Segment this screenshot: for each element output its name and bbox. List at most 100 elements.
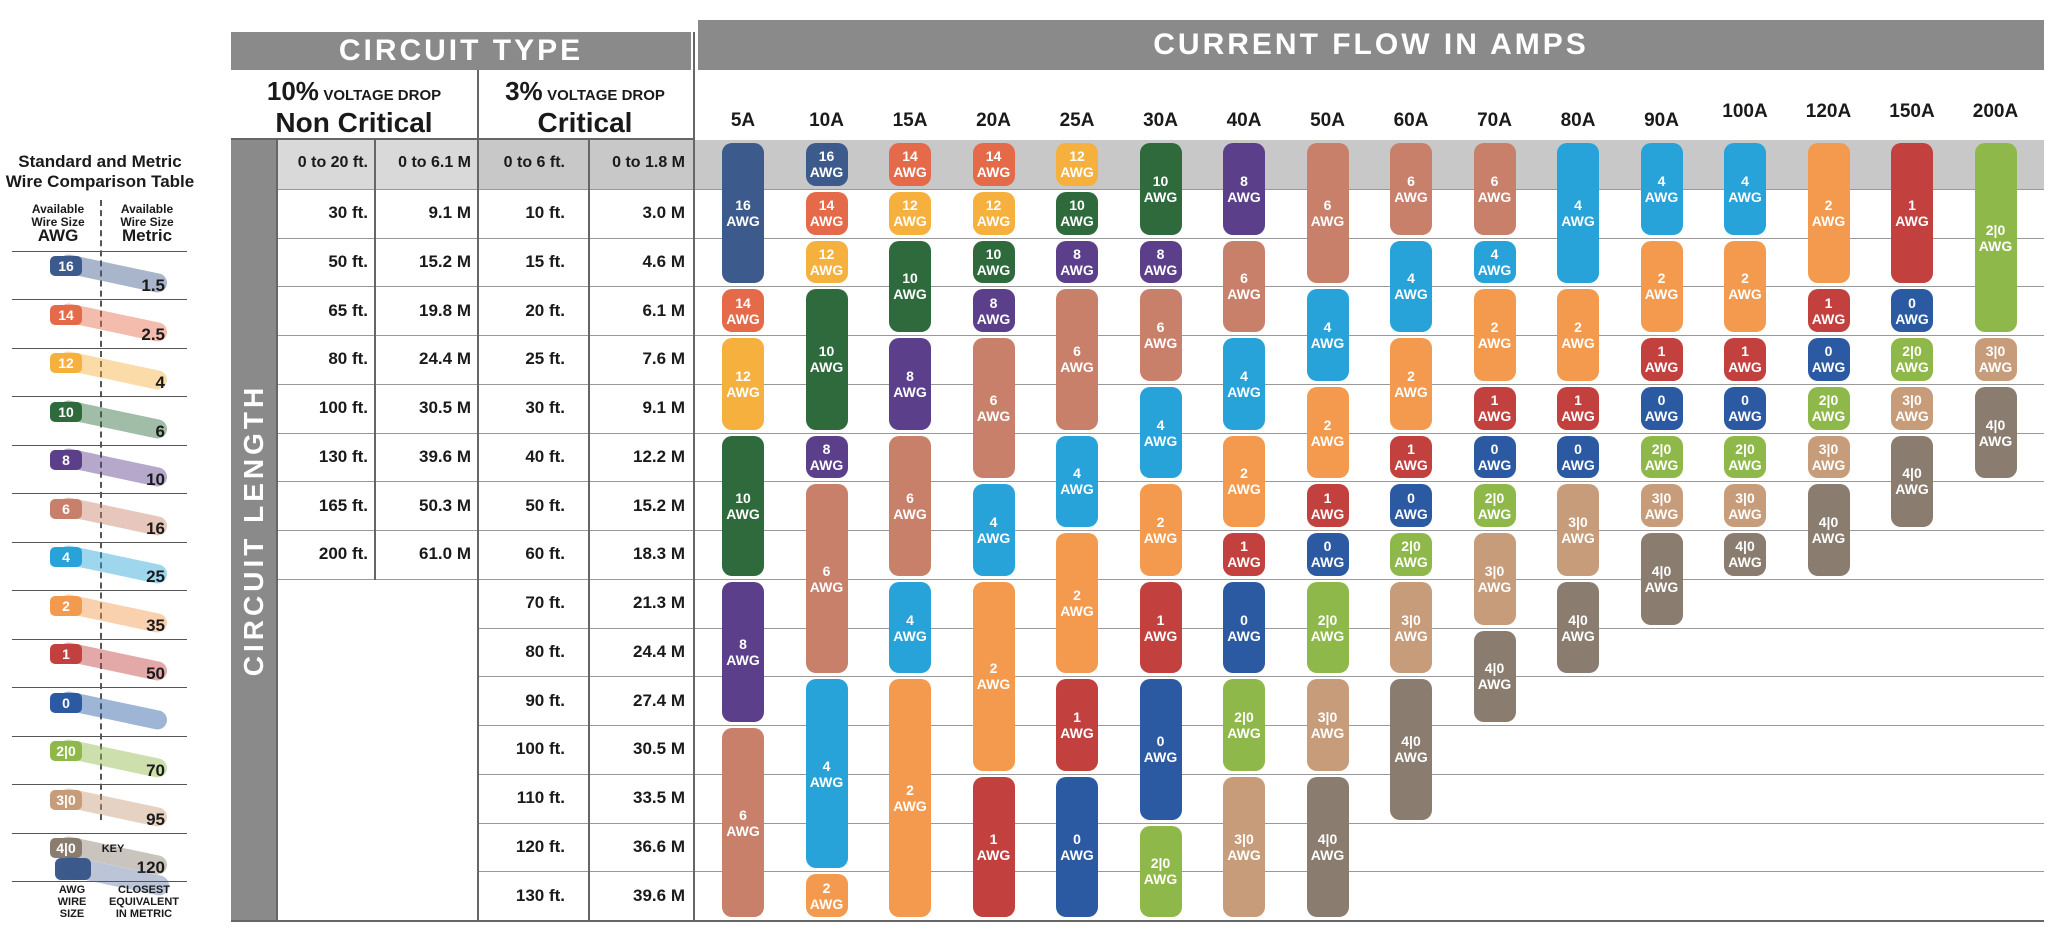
wire-size-value: 0	[1407, 489, 1415, 506]
amp-label: 30A	[1143, 110, 1178, 131]
nc-pct: 10%	[266, 76, 319, 106]
wire-size-value: 0	[1574, 440, 1582, 457]
wire-size-pill: 0 AWG	[1807, 338, 1850, 381]
wire-size-value: 4|0	[1902, 465, 1922, 482]
wire-size-pill: 0 AWG	[1557, 435, 1599, 479]
c-big: Critical	[537, 107, 633, 138]
wire-size-unit: AWG	[1477, 676, 1512, 693]
wire-size-value: 3|0	[1985, 343, 2006, 360]
wire-size-unit: AWG	[1310, 505, 1345, 522]
wire-size-value: 3|0	[1735, 489, 1755, 506]
wire-size-unit: AWG	[976, 676, 1011, 693]
nc-mid-divider	[374, 140, 376, 580]
c-meters: 33.5 M	[633, 788, 685, 808]
wire-size-pill: 2 AWG	[1640, 240, 1683, 332]
wire-size-value: 10	[902, 270, 918, 287]
critical-header: 3% VOLTAGE DROP Critical	[480, 70, 690, 140]
wire-size-value: 14	[985, 148, 1002, 165]
nc-feet: 100 ft.	[318, 398, 368, 418]
wire-size-unit: AWG	[1394, 456, 1428, 473]
wire-size-pill: 3|0 AWG	[1640, 484, 1683, 527]
wire-size-pill: 4 AWG	[889, 581, 931, 674]
wire-size-unit: AWG	[1227, 846, 1261, 863]
wire-size-value: 14	[902, 148, 918, 165]
legend-metric-small1: Available	[120, 202, 174, 216]
wire-size-unit: AWG	[1895, 481, 1929, 498]
wire-size-pill: 12 AWG	[889, 191, 931, 235]
legend-awg-pill: 8	[50, 450, 82, 470]
c-meters: 9.1 M	[642, 398, 685, 418]
c-meters: 0 to 1.8 M	[612, 154, 685, 172]
wire-size-value: 2	[1240, 465, 1248, 482]
legend-awg-pill: 16	[50, 256, 82, 276]
wire-size-pill: 2|0 AWG	[1807, 386, 1850, 430]
wire-size-unit: AWG	[1143, 188, 1178, 205]
wire-size-pill: 8 AWG	[1139, 240, 1182, 284]
nc-feet: 165 ft.	[318, 495, 368, 515]
wire-size-pill: 10 AWG	[972, 240, 1015, 284]
wire-size-unit: AWG	[1060, 213, 1094, 230]
wire-size-pill: 6 AWG	[805, 484, 848, 674]
nc-first-row-band	[276, 140, 477, 189]
wire-size-pill: 4|0 AWG	[1724, 533, 1766, 576]
c-feet: 50 ft.	[525, 495, 565, 515]
wire-size-pill: 2 AWG	[1390, 338, 1432, 430]
wire-size-value: 10	[1152, 172, 1169, 189]
wire-size-value: 1	[989, 830, 998, 847]
wire-size-pill: 1 AWG	[1557, 386, 1599, 430]
wire-size-value: 4	[989, 514, 998, 530]
wire-size-unit: AWG	[1477, 578, 1512, 595]
wire-size-value: 8	[989, 294, 998, 311]
legend-title-line1: Standard and Metric	[18, 152, 182, 171]
wire-size-unit: AWG	[809, 895, 844, 912]
wire-size-unit: AWG	[1060, 725, 1094, 741]
wire-size-unit: AWG	[726, 505, 760, 522]
wire-size-value: 4|0	[1985, 416, 2006, 433]
circuit-length-label: CIRCUIT LENGTH	[238, 383, 269, 677]
wire-size-pill: 14 AWG	[805, 191, 848, 235]
c-meters: 30.5 M	[633, 739, 685, 759]
wire-size-unit: AWG	[1728, 554, 1762, 571]
wire-size-pill: 0 AWG	[1891, 289, 1933, 332]
wire-size-value: 0	[1657, 392, 1666, 409]
current-flow-header: CURRENT FLOW IN AMPS	[698, 20, 2044, 70]
legend-awg-pill: 2	[50, 595, 82, 616]
wire-size-unit: AWG	[1477, 335, 1512, 351]
wire-size-pill: 1 AWG	[1473, 386, 1516, 430]
wire-size-pill: 4 AWG	[1557, 143, 1599, 284]
wire-size-unit: AWG	[976, 310, 1011, 327]
wire-size-value: 12	[902, 197, 918, 214]
wire-size-pill: 4|0 AWG	[1473, 630, 1516, 722]
wire-size-pill: 1 AWG	[1390, 435, 1432, 479]
amp-label: 20A	[976, 110, 1011, 131]
legend-awg-pill: 3|0	[50, 789, 82, 810]
c-meters: 36.6 M	[633, 836, 685, 856]
wire-size-value: 2|0	[1735, 440, 1755, 457]
wire-size-unit: AWG	[1060, 481, 1094, 498]
c-meters: 12.2 M	[633, 446, 685, 466]
c-meters: 27.4 M	[633, 690, 685, 710]
wire-size-unit: AWG	[1644, 286, 1679, 303]
key-awg-swatch	[55, 858, 91, 880]
legend-metric-heading: Available Wire Size Metric	[112, 202, 182, 245]
wire-size-unit: AWG	[1143, 627, 1178, 644]
wire-size-unit: AWG	[1895, 408, 1929, 425]
wire-size-value: 6	[1323, 197, 1332, 214]
wire-size-value: 6	[1490, 172, 1499, 189]
amp-label: 15A	[892, 110, 928, 131]
c-feet: 120 ft.	[515, 836, 565, 856]
amp-label: 90A	[1644, 110, 1679, 131]
wire-size-pill: 10 AWG	[805, 289, 848, 430]
wire-size-value: 6	[739, 806, 747, 823]
wire-size-unit: AWG	[1978, 432, 2013, 449]
wire-size-pill: 3|0 AWG	[1306, 679, 1349, 771]
wire-size-unit: AWG	[726, 213, 760, 230]
wire-size-unit: AWG	[1978, 359, 2013, 376]
wire-size-unit: AWG	[1143, 749, 1178, 766]
wire-size-value: 8	[1156, 245, 1165, 262]
wire-size-unit: AWG	[726, 383, 760, 400]
amp-label: 70A	[1477, 110, 1512, 131]
c-feet: 40 ft.	[525, 446, 565, 466]
legend-metric-small2: Wire Size	[120, 215, 174, 229]
wire-size-value: 2	[822, 879, 831, 896]
